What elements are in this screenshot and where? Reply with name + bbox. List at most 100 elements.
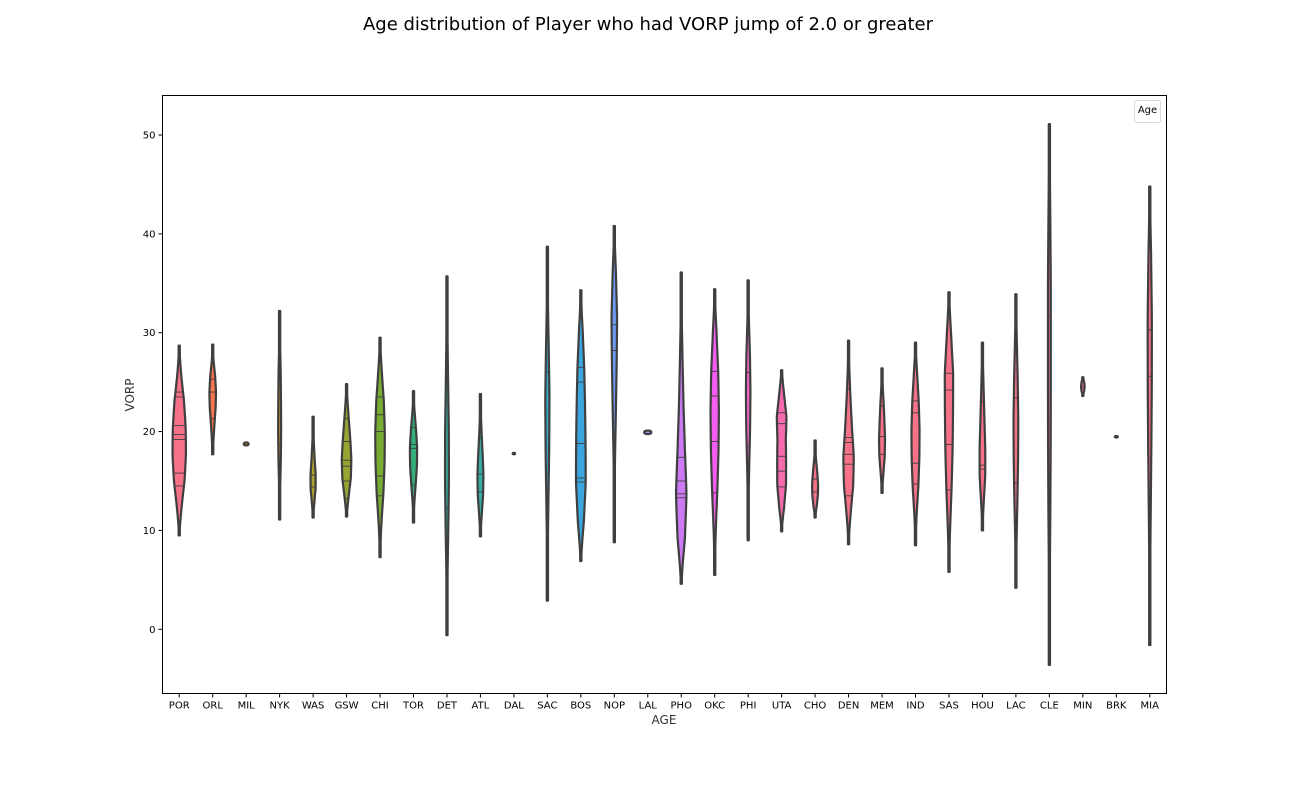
x-tick-label: NYK bbox=[270, 701, 291, 712]
legend: Age bbox=[1134, 100, 1161, 123]
violin-body bbox=[1146, 185, 1153, 647]
x-tick-label: NOP bbox=[604, 701, 625, 712]
violin-lal bbox=[643, 429, 653, 436]
y-tick-label: 30 bbox=[143, 328, 156, 339]
y-tick-label: 0 bbox=[149, 625, 155, 636]
violin-body bbox=[340, 383, 353, 518]
violin-body bbox=[443, 275, 451, 637]
x-tick-label: BRK bbox=[1106, 701, 1127, 712]
x-tick-label: SAC bbox=[537, 701, 557, 712]
violin-atl bbox=[476, 392, 485, 538]
violin-mil bbox=[242, 441, 250, 447]
violin-bos bbox=[574, 289, 587, 563]
violin-body bbox=[277, 309, 283, 521]
x-tick-label: UTA bbox=[772, 701, 792, 712]
violin-body bbox=[943, 291, 955, 574]
violin-body bbox=[171, 344, 188, 537]
x-tick-label: IND bbox=[906, 701, 924, 712]
violin-body bbox=[1046, 123, 1052, 666]
y-tick-label: 50 bbox=[143, 131, 156, 142]
violin-body bbox=[476, 392, 485, 538]
violin-body bbox=[208, 343, 218, 456]
violin-body bbox=[610, 224, 619, 544]
x-tick-label: DEN bbox=[838, 701, 860, 712]
x-axis: POR ORL MIL NYK WAS GSW CHI TOR DET ATL DAL SAC BOS N… bbox=[169, 693, 1160, 712]
x-tick-label: ATL bbox=[472, 701, 490, 712]
x-tick-label: TOR bbox=[402, 701, 424, 712]
violin-body bbox=[1012, 293, 1020, 589]
violin-tor bbox=[408, 389, 419, 524]
violin-brk bbox=[1113, 434, 1119, 439]
x-tick-label: MEM bbox=[870, 701, 894, 712]
violin-uta bbox=[775, 369, 788, 533]
violin-body bbox=[910, 341, 921, 547]
violin-nyk bbox=[277, 309, 283, 521]
x-tick-label: PHI bbox=[740, 701, 757, 712]
chart-title: Age distribution of Player who had VORP … bbox=[363, 14, 934, 35]
violin-det bbox=[443, 275, 451, 637]
violin-body bbox=[978, 341, 987, 532]
legend-title: Age bbox=[1138, 105, 1157, 116]
violin-body bbox=[309, 415, 317, 519]
y-tick-label: 10 bbox=[143, 526, 156, 537]
legend-box bbox=[1134, 100, 1161, 123]
violin-body bbox=[674, 271, 688, 585]
violin-body bbox=[709, 288, 720, 576]
violin-body bbox=[643, 429, 653, 436]
violin-gsw bbox=[340, 383, 353, 518]
x-tick-label: SAS bbox=[939, 701, 959, 712]
violin-mem bbox=[877, 367, 887, 494]
y-axis-label: VORP bbox=[123, 378, 137, 411]
x-tick-label: OKC bbox=[704, 701, 725, 712]
x-tick-label: CHI bbox=[371, 701, 388, 712]
violin-body bbox=[775, 369, 788, 533]
violin-lac bbox=[1012, 293, 1020, 589]
violin-body bbox=[242, 441, 250, 447]
y-axis: 0 10 20 30 40 50 bbox=[143, 131, 163, 636]
violin-body bbox=[544, 245, 551, 602]
violin-ind bbox=[910, 341, 921, 547]
x-tick-label: POR bbox=[169, 701, 190, 712]
x-tick-label: LAC bbox=[1006, 701, 1025, 712]
x-tick-label: GSW bbox=[335, 701, 359, 712]
violin-mia bbox=[1146, 185, 1153, 647]
y-tick-label: 20 bbox=[143, 427, 156, 438]
violin-orl bbox=[208, 343, 218, 456]
x-tick-label: CHO bbox=[804, 701, 827, 712]
plot-area-frame bbox=[162, 95, 1167, 694]
x-tick-label: ORL bbox=[203, 701, 224, 712]
violin-body bbox=[511, 451, 517, 456]
violin-body bbox=[1113, 434, 1119, 439]
x-axis-label: AGE bbox=[652, 713, 677, 727]
x-tick-label: LAL bbox=[639, 701, 658, 712]
x-tick-label: HOU bbox=[971, 701, 994, 712]
violin-was bbox=[309, 415, 317, 519]
violin-body bbox=[744, 279, 752, 542]
y-tick-label: 40 bbox=[143, 229, 156, 240]
x-tick-label: MIA bbox=[1141, 701, 1160, 712]
x-tick-label: DET bbox=[437, 701, 458, 712]
x-tick-label: MIL bbox=[238, 701, 256, 712]
x-tick-label: WAS bbox=[302, 701, 325, 712]
violin-okc bbox=[709, 288, 720, 576]
x-tick-label: BOS bbox=[570, 701, 591, 712]
violin-nop bbox=[610, 224, 619, 544]
violin-layer bbox=[171, 123, 1153, 666]
violin-body bbox=[408, 389, 419, 524]
violin-chi bbox=[374, 336, 386, 559]
violin-sac bbox=[544, 245, 551, 602]
violin-dal bbox=[511, 451, 517, 456]
violin-por bbox=[171, 344, 188, 537]
violin-hou bbox=[978, 341, 987, 532]
violin-pho bbox=[674, 271, 688, 585]
violin-cho bbox=[811, 439, 820, 519]
violin-phi bbox=[744, 279, 752, 542]
violin-min bbox=[1079, 376, 1086, 398]
violin-cle bbox=[1046, 123, 1052, 666]
violin-body bbox=[374, 336, 386, 559]
violin-body bbox=[877, 367, 887, 494]
x-tick-label: CLE bbox=[1040, 701, 1059, 712]
violin-sas bbox=[943, 291, 955, 574]
x-tick-label: DAL bbox=[504, 701, 524, 712]
